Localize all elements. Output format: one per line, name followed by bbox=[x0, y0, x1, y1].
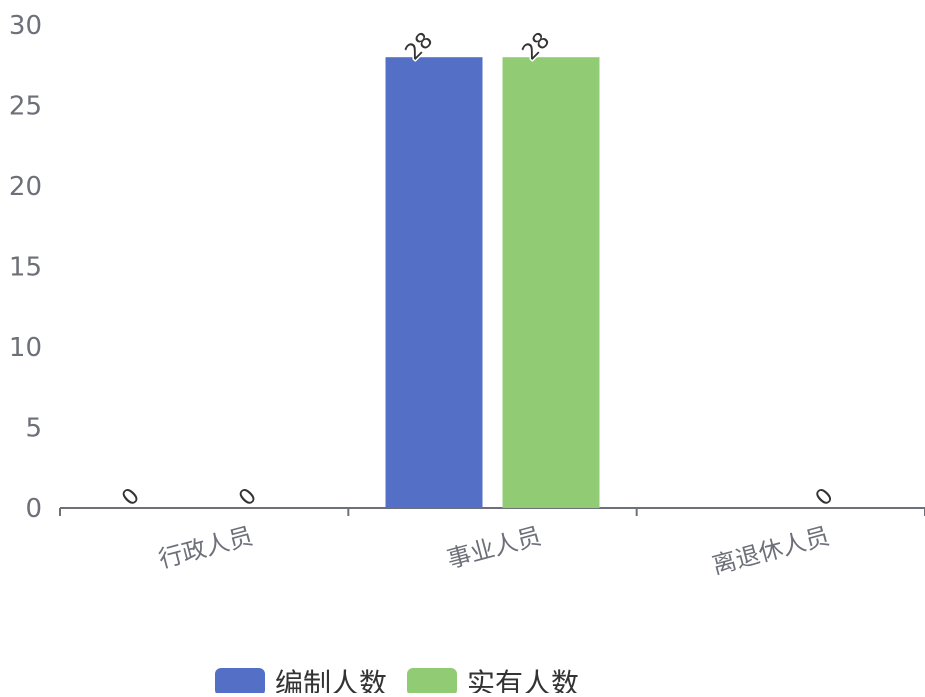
bars bbox=[385, 57, 600, 508]
y-tick-label: 25 bbox=[9, 92, 42, 122]
y-tick-label: 0 bbox=[25, 494, 42, 524]
y-tick-label: 30 bbox=[9, 11, 42, 41]
legend-swatch[interactable] bbox=[407, 668, 457, 696]
bar[interactable] bbox=[502, 57, 600, 508]
x-category-label: 事业人员 bbox=[444, 522, 544, 574]
x-axis: 行政人员 事业人员 离退休人员 bbox=[59, 507, 925, 580]
x-category-label: 离退休人员 bbox=[709, 522, 832, 580]
y-axis: 0 5 10 15 20 25 30 bbox=[9, 11, 42, 524]
legend[interactable]: 编制人数 实有人数 bbox=[215, 667, 579, 697]
legend-swatch[interactable] bbox=[215, 668, 265, 696]
y-tick-label: 5 bbox=[25, 414, 42, 444]
y-tick-label: 15 bbox=[9, 253, 42, 283]
y-tick-label: 20 bbox=[9, 172, 42, 202]
bar[interactable] bbox=[385, 57, 483, 508]
x-category-label: 行政人员 bbox=[156, 522, 256, 574]
y-tick-label: 10 bbox=[9, 333, 42, 363]
legend-label[interactable]: 实有人数 bbox=[467, 667, 579, 697]
legend-label[interactable]: 编制人数 bbox=[275, 667, 387, 697]
